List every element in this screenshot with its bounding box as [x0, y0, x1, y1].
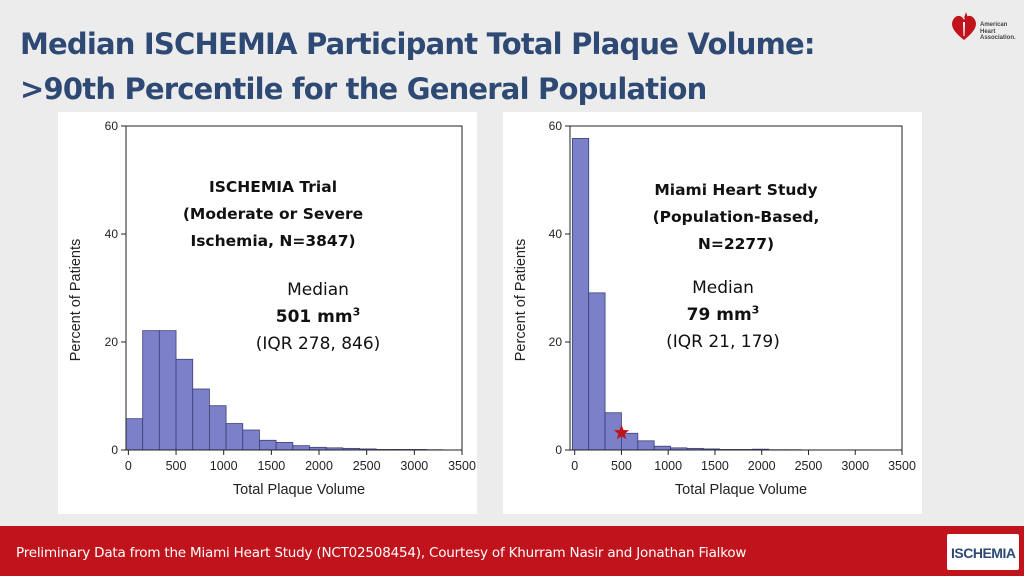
histogram-bar — [192, 388, 210, 451]
y-tick-label: 0 — [555, 443, 562, 457]
aha-text-1: American — [980, 22, 1008, 28]
title-line-2: >90th Percentile for the General Populat… — [20, 72, 707, 106]
study-label-line-1: Miami Heart Study — [654, 181, 818, 199]
histogram-ischemia: 0 20 40 60 0 500 1000 1500 2000 2500 3000 3500 Total… — [68, 119, 476, 498]
study-label-line-2: (Moderate or Severe — [182, 205, 364, 223]
median-block-miami: Median 79 mm3 (IQR 21, 179) — [643, 275, 803, 356]
x-tick-label: 2500 — [795, 459, 823, 473]
histogram-bar — [259, 439, 277, 451]
title-line-1: Median ISCHEMIA Participant Total Plaque… — [20, 27, 815, 61]
histogram-bar — [571, 138, 590, 451]
chart-panel-ischemia: 0 20 40 60 0 500 1000 1500 2000 2500 3000 3500 Total… — [58, 112, 477, 514]
x-tick-label: 0 — [571, 459, 578, 473]
median-value-text: 501 mm — [275, 307, 353, 327]
histogram-bar — [158, 330, 177, 451]
slide-title: Median ISCHEMIA Participant Total Plaque… — [20, 22, 920, 112]
median-iqr: (IQR 278, 846) — [255, 334, 381, 354]
x-tick-label: 3500 — [448, 459, 476, 473]
y-axis-label: Percent of Patients — [68, 239, 84, 362]
median-unit-sup: 3 — [352, 305, 361, 319]
x-tick-label: 1500 — [701, 459, 729, 473]
histogram-bar — [242, 429, 260, 451]
footer-credit: Preliminary Data from the Miami Heart St… — [16, 545, 747, 561]
study-label-miami: Miami Heart Study (Population-Based, N=2… — [636, 177, 836, 258]
study-label-line-3: Ischemia, N=3847) — [190, 232, 356, 250]
histogram-bar — [275, 442, 294, 451]
chart-panel-miami: 0 20 40 60 0 500 1000 1500 2000 2500 3000 3500 Total… — [503, 112, 922, 514]
y-axis-label: Percent of Patients — [513, 239, 529, 362]
histogram-bar — [125, 418, 144, 451]
x-tick-label: 0 — [125, 459, 132, 473]
median-iqr: (IQR 21, 179) — [666, 332, 780, 352]
y-tick-label: 40 — [105, 227, 119, 241]
histogram-bar — [637, 440, 655, 451]
x-tick-label: 1000 — [654, 459, 682, 473]
heart-torch-icon — [952, 12, 976, 40]
histogram-bar — [225, 423, 244, 451]
y-tick-label: 60 — [549, 119, 563, 133]
histogram-bar — [209, 405, 227, 451]
histogram-bar — [175, 358, 194, 451]
x-tick-label: 3000 — [841, 459, 869, 473]
x-tick-label: 3000 — [400, 459, 428, 473]
median-unit-sup: 3 — [751, 303, 760, 317]
plot-frame — [125, 125, 463, 451]
x-tick-label: 2000 — [748, 459, 776, 473]
x-tick-label: 3500 — [888, 459, 916, 473]
median-block-ischemia: Median 501 mm3 (IQR 278, 846) — [233, 277, 403, 358]
plot-frame — [569, 125, 903, 451]
histogram-bar — [292, 445, 310, 451]
x-axis-label: Total Plaque Volume — [233, 482, 365, 498]
study-label-line-1: ISCHEMIA Trial — [208, 178, 338, 196]
study-label-line-2: (Population-Based, — [652, 208, 820, 226]
histogram-miami: 0 20 40 60 0 500 1000 1500 2000 2500 3000 3500 Total… — [513, 119, 916, 498]
y-tick-label: 20 — [549, 335, 563, 349]
y-tick-label: 40 — [549, 227, 563, 241]
y-tick-label: 60 — [105, 119, 119, 133]
study-label-line-3: N=2277) — [697, 235, 775, 253]
median-value-text: 79 mm — [686, 305, 752, 325]
ischemia-logo-text: ISCHEMIA — [951, 545, 1016, 561]
x-axis-label: Total Plaque Volume — [675, 482, 807, 498]
aha-text-2: Heart — [980, 28, 996, 35]
x-tick-label: 1500 — [257, 459, 285, 473]
x-tick-label: 2000 — [305, 459, 333, 473]
histogram-bar — [653, 445, 671, 451]
x-tick-label: 2500 — [353, 459, 381, 473]
x-tick-label: 1000 — [210, 459, 238, 473]
star-marker-icon — [613, 424, 630, 440]
median-value: 79 mm3 — [643, 302, 803, 329]
y-tick-label: 20 — [105, 335, 119, 349]
y-tick-label: 0 — [111, 443, 118, 457]
histogram-bar — [142, 330, 160, 451]
x-tick-label: 500 — [611, 459, 632, 473]
study-label-ischemia: ISCHEMIA Trial (Moderate or Severe Ische… — [173, 174, 373, 255]
aha-text-3: Association. — [980, 35, 1016, 41]
median-label: Median — [692, 278, 754, 298]
histogram-bar — [588, 292, 606, 451]
ischemia-logo: ISCHEMIA — [947, 534, 1019, 570]
footer-bar: Preliminary Data from the Miami Heart St… — [0, 526, 1024, 576]
median-label: Median — [287, 280, 349, 300]
median-value: 501 mm3 — [233, 304, 403, 331]
x-tick-label: 500 — [166, 459, 187, 473]
